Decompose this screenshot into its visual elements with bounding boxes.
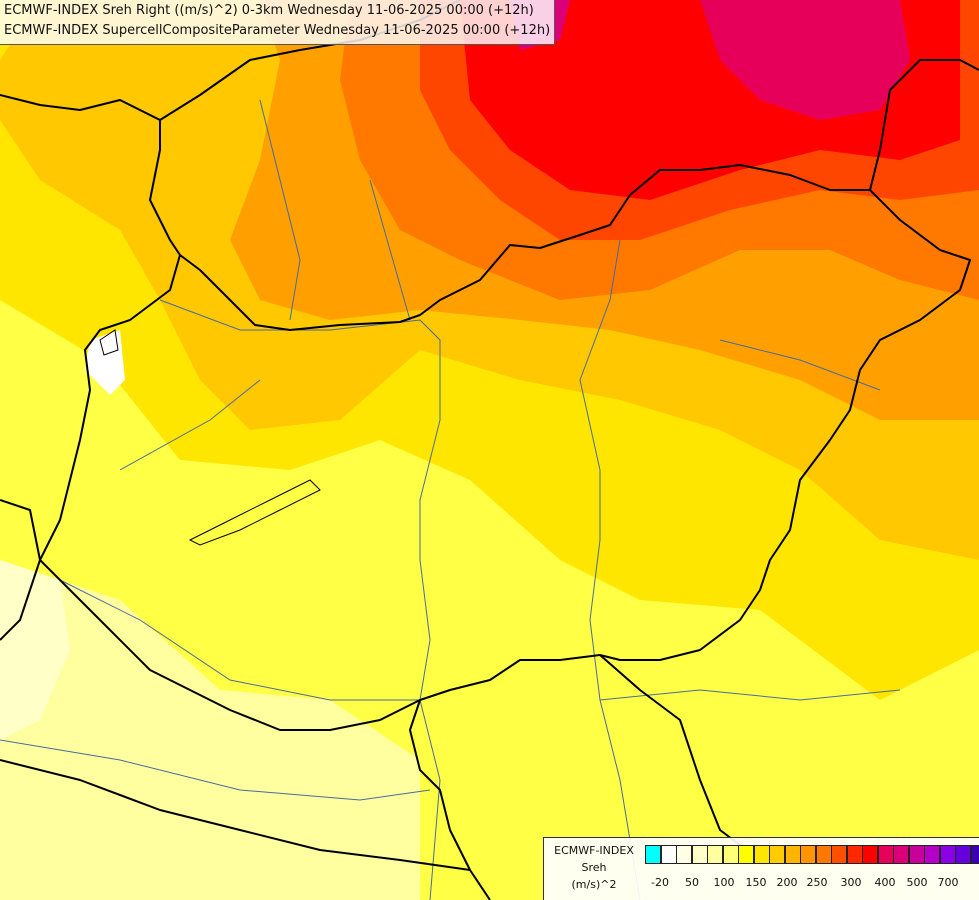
border-hu-at [39,254,181,561]
lake-balaton [188,479,321,546]
lakes [99,329,321,546]
legend-tick-label: 100 [713,876,735,889]
legend-tick-label: 200 [776,876,798,889]
river-tisza [579,239,641,900]
legend-name: ECMWF-INDEX [554,844,634,857]
legend-swatch [784,845,801,864]
river-drava [59,579,420,701]
border-ro-rs [599,654,761,861]
legend-tick-label: 50 [685,876,699,889]
river-raba [119,379,261,471]
border-hu-rs [409,654,601,900]
legend-swatch [676,845,692,864]
legend-tick-label: 150 [745,876,767,889]
legend-tick-label: 300 [840,876,862,889]
legend-swatch [769,845,785,864]
legend-swatch [800,845,816,864]
legend-swatch [815,845,832,864]
river-hron [369,179,411,321]
border-hr-ba [0,759,471,871]
legend-tick-label: 400 [874,876,896,889]
color-legend: ECMWF-INDEX Sreh (m/s)^2 -20 50 100 150 200 2… [543,837,979,900]
river-vah [259,99,301,321]
legend-swatch [877,845,894,864]
border-hu-hr [39,559,421,731]
legend-swatch [738,845,754,864]
border-si-hr [0,499,41,641]
border-ua-ro [869,59,979,191]
legend-swatch [722,845,739,864]
legend-variable: Sreh [581,861,607,874]
lake-neusiedl [99,329,119,356]
map-title-box: ECMWF-INDEX Sreh Right ((m/s)^2) 0-3km W… [0,0,555,45]
river-danube [159,299,441,900]
legend-unit: (m/s)^2 [571,878,617,891]
legend-tick-label: -20 [651,876,669,889]
legend-swatch [753,845,770,864]
title-scp: ECMWF-INDEX SupercellCompositeParameter … [4,23,551,38]
river-sava [0,739,431,801]
legend-swatch [908,845,925,864]
river-lines [0,99,901,900]
border-hu-ro [599,189,971,661]
legend-swatch [970,845,979,864]
legend-swatch [862,845,878,864]
fill-pale-west [0,560,70,740]
border-hu-sk [179,164,870,331]
legend-swatch [645,845,661,864]
legend-swatch [691,845,708,864]
legend-swatch [939,845,956,864]
legend-swatch [924,845,940,864]
legend-swatch [831,845,847,864]
legend-tick-label: 700 [937,876,959,889]
legend-swatch [660,845,677,864]
legend-tick-label: 500 [906,876,928,889]
river-somes [719,339,881,391]
fill-white-spot [85,330,125,395]
legend-swatch [955,845,971,864]
title-sreh: ECMWF-INDEX Sreh Right ((m/s)^2) 0-3km W… [4,3,534,18]
legend-tick-label: 250 [806,876,828,889]
legend-swatch [707,845,723,864]
legend-swatch [893,845,909,864]
river-mures [599,689,901,701]
border-sk-cz [0,94,181,256]
legend-swatch [846,845,863,864]
fill-crimson-core [700,0,910,120]
